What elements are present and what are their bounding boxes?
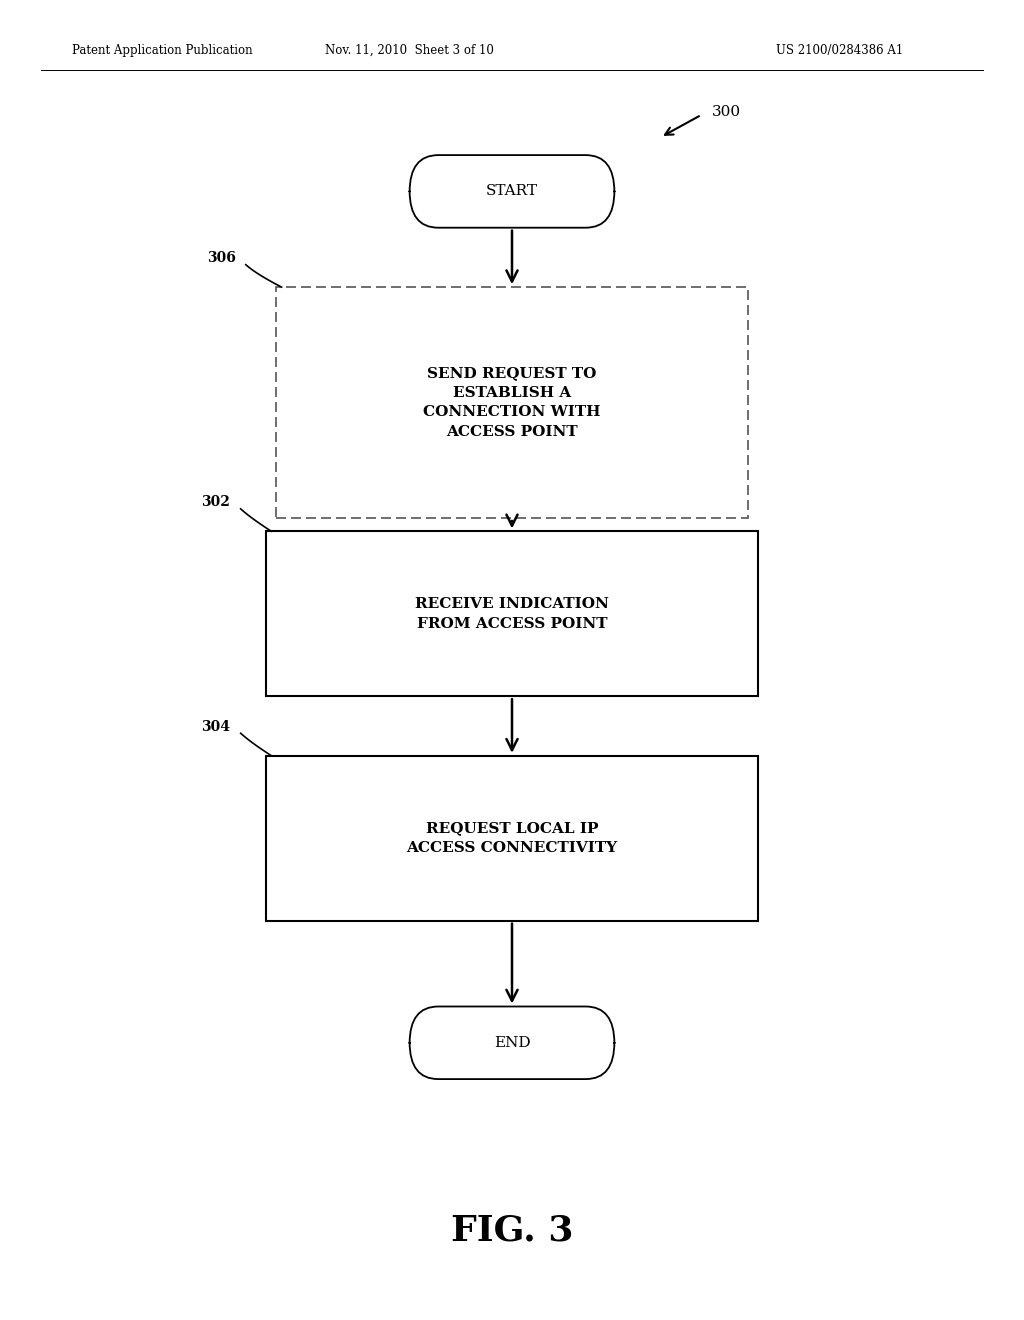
Text: REQUEST LOCAL IP
ACCESS CONNECTIVITY: REQUEST LOCAL IP ACCESS CONNECTIVITY [407, 821, 617, 855]
Text: 304: 304 [202, 719, 230, 734]
Text: 306: 306 [207, 251, 236, 265]
Text: Nov. 11, 2010  Sheet 3 of 10: Nov. 11, 2010 Sheet 3 of 10 [326, 44, 494, 57]
FancyBboxPatch shape [410, 154, 614, 227]
FancyBboxPatch shape [266, 755, 758, 921]
FancyBboxPatch shape [266, 531, 758, 697]
Text: 300: 300 [712, 106, 740, 119]
FancyBboxPatch shape [276, 288, 748, 519]
Text: END: END [494, 1036, 530, 1049]
Text: FIG. 3: FIG. 3 [451, 1213, 573, 1247]
FancyBboxPatch shape [410, 1006, 614, 1080]
Text: SEND REQUEST TO
ESTABLISH A
CONNECTION WITH
ACCESS POINT: SEND REQUEST TO ESTABLISH A CONNECTION W… [423, 367, 601, 438]
Text: START: START [486, 185, 538, 198]
Text: US 2100/0284386 A1: US 2100/0284386 A1 [776, 44, 903, 57]
Text: Patent Application Publication: Patent Application Publication [72, 44, 252, 57]
Text: RECEIVE INDICATION
FROM ACCESS POINT: RECEIVE INDICATION FROM ACCESS POINT [415, 597, 609, 631]
Text: 302: 302 [202, 495, 230, 510]
